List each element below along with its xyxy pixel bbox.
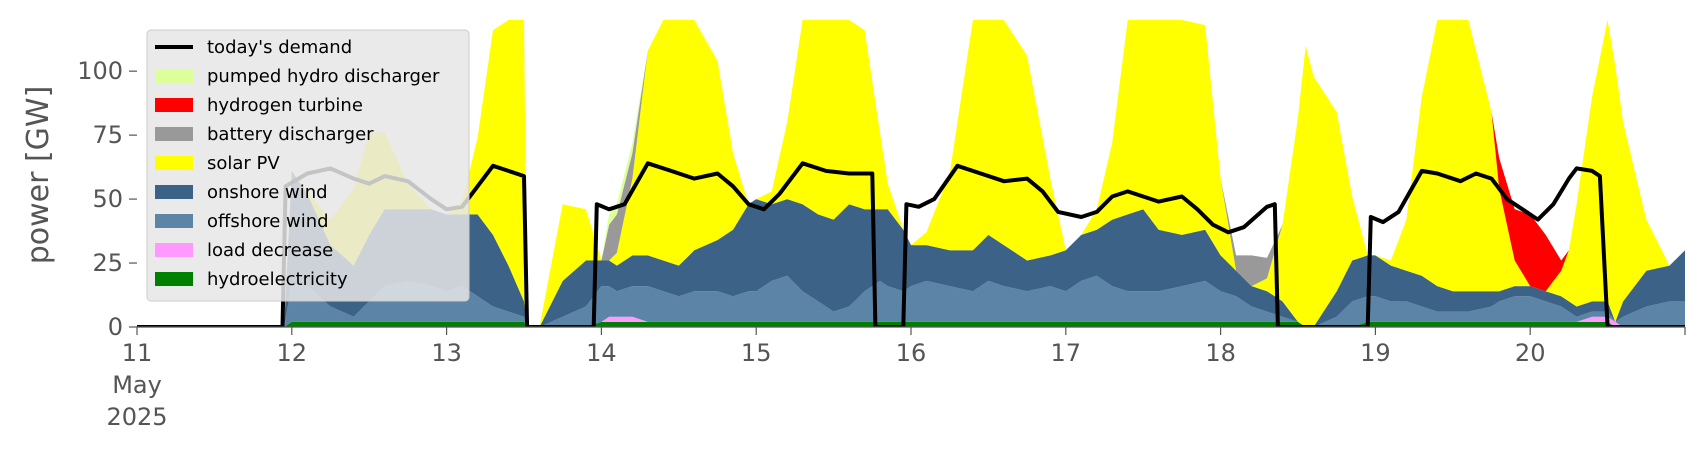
x-tick-label: 2025 [106,403,167,431]
demand-line-layer [137,161,1685,327]
legend-swatch-solar-pv [155,156,193,170]
x-tick-label: May [112,371,162,399]
x-tick-label: 20 [1515,339,1546,367]
legend-swatch-offshore-wind [155,214,193,228]
legend-label-load-decrease: load decrease [207,240,333,261]
x-tick-label: 17 [1051,339,1082,367]
area-offshore-wind [137,275,1685,327]
legend-swatch-hydroelectricity [155,272,193,286]
demand-line [137,161,1685,327]
x-tick-label: 11 [122,339,153,367]
x-tick-label: 12 [277,339,308,367]
y-tick-label: 25 [92,249,123,277]
x-tick-label: 13 [431,339,462,367]
legend-label-pumped-hydro-discharger: pumped hydro discharger [207,66,440,87]
x-tick-label: 16 [896,339,927,367]
y-tick-label: 0 [108,313,123,341]
area-hydroelectricity [137,321,1685,327]
chart-legend: today's demand pumped hydro discharger hyd… [146,29,470,302]
x-tick-label: 14 [586,339,617,367]
legend-label-hydroelectricity: hydroelectricity [207,269,348,290]
legend-label-today-s-demand: today's demand [207,37,352,58]
legend-label-offshore-wind: offshore wind [207,211,329,232]
legend-swatch-pumped-hydro-discharger [155,69,193,83]
y-tick-label: 75 [92,121,123,149]
legend-swatch-hydrogen-turbine [155,98,193,112]
x-tick-label: 19 [1360,339,1391,367]
legend-label-solar-pv: solar PV [207,153,280,174]
legend-label-battery-discharger: battery discharger [207,124,374,145]
y-axis-label: power [GW] [21,86,56,265]
legend-swatch-load-decrease [155,243,193,257]
x-tick-label: 18 [1205,339,1236,367]
y-tick-label: 50 [92,185,123,213]
x-tick-label: 15 [741,339,772,367]
legend-swatch-onshore-wind [155,185,193,199]
legend-frame [146,29,470,302]
legend-swatch-battery-discharger [155,127,193,141]
y-tick-label: 100 [77,57,123,85]
area-onshore-wind [137,170,1685,327]
chart-axes: 0 25 50 75 100 11 May 2025 12 13 14 15 16 17 18 19 20 [77,57,1686,431]
legend-label-onshore-wind: onshore wind [207,182,328,203]
legend-label-hydrogen-turbine: hydrogen turbine [207,95,363,116]
